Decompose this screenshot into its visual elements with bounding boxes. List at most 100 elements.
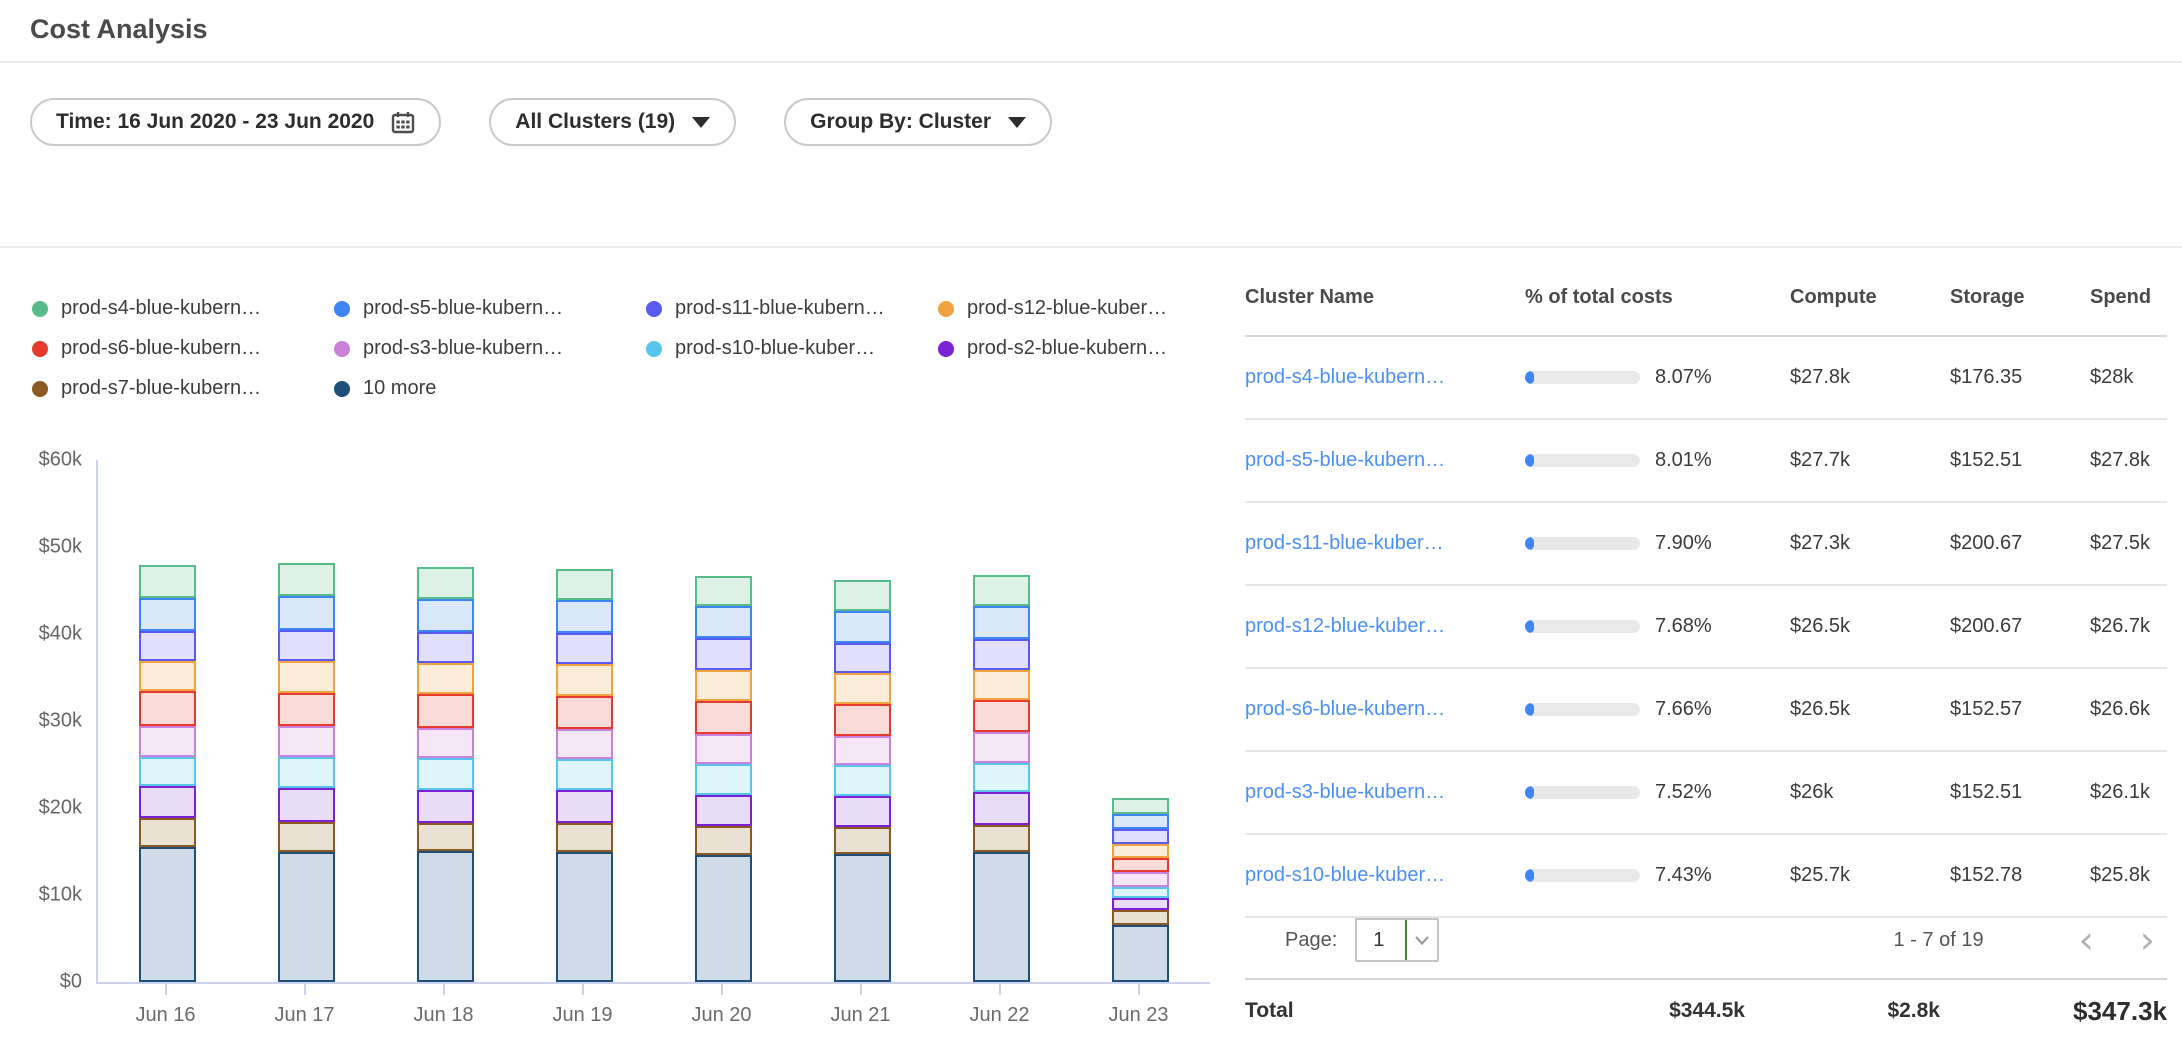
bar-segment [973,606,1030,639]
pct-value: 7.68% [1655,615,1712,638]
pct-value: 7.43% [1655,864,1712,887]
legend-color-dot [32,381,48,397]
legend-item[interactable]: prod-s6-blue-kubern… [32,337,334,360]
bar-segment [695,606,752,638]
y-axis-tick-label: $50k [39,536,82,559]
x-axis-tick-label: Jun 18 [413,1004,473,1027]
caret-down-icon [1008,117,1026,128]
table-row: prod-s3-blue-kubern…7.52%$26k$152.51$26.… [1245,752,2167,835]
legend-color-dot [938,301,954,317]
compute-value: $26.5k [1790,698,1950,721]
cluster-name-link[interactable]: prod-s12-blue-kuber… [1245,615,1445,637]
legend-item[interactable]: prod-s12-blue-kuber… [938,297,1167,320]
bar-segment [278,563,335,596]
stacked-bar [973,575,1030,982]
legend-color-dot [32,341,48,357]
y-axis-tick-label: $60k [39,449,82,472]
storage-value: $200.67 [1950,532,2090,555]
cluster-name-link[interactable]: prod-s3-blue-kubern… [1245,781,1445,803]
cluster-name-link[interactable]: prod-s10-blue-kuber… [1245,864,1445,886]
pct-progress-fill [1525,371,1534,384]
bar-segment [139,631,196,661]
table-header-row: Cluster Name % of total costs Compute St… [1245,260,2167,337]
page-select[interactable]: 1 [1355,918,1439,962]
total-label: Total [1245,999,1450,1023]
chevron-left-icon[interactable]: ‹ [2079,921,2094,959]
compute-value: $27.8k [1790,366,1950,389]
cluster-cost-table: Cluster Name % of total costs Compute St… [1245,260,2167,918]
legend-item[interactable]: prod-s3-blue-kubern… [334,337,646,360]
y-axis-tick-label: $20k [39,797,82,820]
bar-segment [417,728,474,758]
legend-color-dot [646,341,662,357]
cluster-name-link[interactable]: prod-s4-blue-kubern… [1245,366,1445,388]
bar-segment [278,822,335,852]
table-row: prod-s6-blue-kubern…7.66%$26.5k$152.57$2… [1245,669,2167,752]
cluster-name-link[interactable]: prod-s5-blue-kubern… [1245,449,1445,471]
page-range: 1 - 7 of 19 [1894,929,1984,952]
bar-segment [834,673,891,703]
group-by-label: Group By: Cluster [810,110,991,134]
group-by-dropdown[interactable]: Group By: Cluster [784,98,1052,146]
bar-slot [793,460,932,982]
pct-progress-fill [1525,620,1534,633]
bar-segment [417,758,474,790]
header-divider [0,61,2182,63]
bar-segment [834,704,891,736]
legend-item[interactable]: prod-s11-blue-kubern… [646,297,938,320]
bar-segment [556,823,613,852]
cluster-name-link[interactable]: prod-s6-blue-kubern… [1245,698,1445,720]
bar-segment [278,757,335,788]
cluster-name-link[interactable]: prod-s11-blue-kuber… [1245,532,1444,554]
pct-value: 7.52% [1655,781,1712,804]
legend-color-dot [646,301,662,317]
bar-segment [417,851,474,982]
bar-segment [1112,898,1169,910]
bar-segment [695,701,752,734]
x-axis-slot: Jun 16 [96,984,235,1027]
pct-progress-fill [1525,454,1534,467]
time-range-filter[interactable]: Time: 16 Jun 2020 - 23 Jun 2020 [30,98,441,146]
pct-progress-bar [1525,786,1640,799]
bar-segment [556,600,613,633]
x-axis-slot: Jun 22 [930,984,1069,1027]
legend-item[interactable]: prod-s5-blue-kubern… [334,297,646,320]
bar-segment [973,792,1030,824]
bar-segment [139,691,196,726]
compute-value: $26.5k [1790,615,1950,638]
pct-progress-bar [1525,371,1640,384]
bar-segment [556,790,613,823]
legend-item[interactable]: prod-s7-blue-kubern… [32,377,334,400]
bar-segment [973,825,1030,853]
legend-label: prod-s6-blue-kubern… [61,337,261,360]
legend-item[interactable]: prod-s10-blue-kuber… [646,337,938,360]
clusters-filter-dropdown[interactable]: All Clusters (19) [489,98,736,146]
stacked-bar [834,580,891,982]
compute-value: $26k [1790,781,1950,804]
storage-value: $152.51 [1950,781,2090,804]
bar-segment [834,827,891,854]
x-axis-labels: Jun 16Jun 17Jun 18Jun 19Jun 20Jun 21Jun … [96,984,1208,1027]
bar-slot [376,460,515,982]
col-header-spend: Spend [2090,286,2167,309]
y-axis-tick-label: $30k [39,710,82,733]
filter-bar: Time: 16 Jun 2020 - 23 Jun 2020 All Clus… [30,98,1052,146]
bar-segment [834,611,891,643]
bar-segment [695,734,752,764]
clusters-filter-label: All Clusters (19) [515,110,675,134]
legend-item[interactable]: prod-s4-blue-kubern… [32,297,334,320]
pct-progress-fill [1525,537,1534,550]
x-axis-slot: Jun 19 [513,984,652,1027]
table-row: prod-s5-blue-kubern…8.01%$27.7k$152.51$2… [1245,420,2167,503]
legend-label: 10 more [363,377,436,400]
bar-segment [695,670,752,701]
bar-segment [278,852,335,983]
legend-item[interactable]: 10 more [334,377,646,400]
legend-item[interactable]: prod-s2-blue-kubern… [938,337,1167,360]
spend-value: $26.7k [2090,615,2167,638]
chevron-right-icon[interactable]: › [2140,921,2155,959]
total-spend: $347.3k [1940,996,2167,1027]
bar-segment [417,632,474,662]
x-axis-tick-label: Jun 21 [830,1004,890,1027]
legend-label: prod-s10-blue-kuber… [675,337,875,360]
